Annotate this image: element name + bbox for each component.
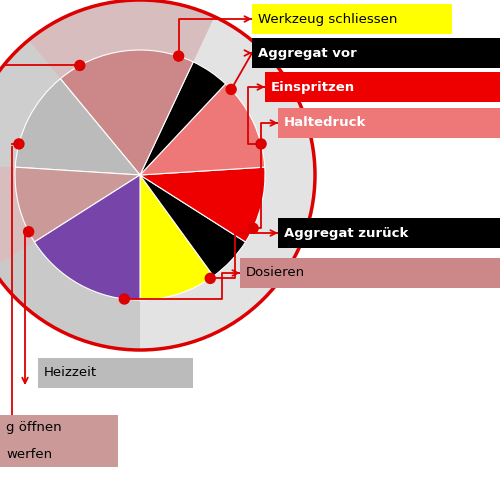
Circle shape [24, 226, 34, 236]
Circle shape [206, 274, 216, 283]
Wedge shape [140, 175, 214, 300]
Wedge shape [0, 40, 88, 170]
Text: g öffnen: g öffnen [6, 422, 62, 434]
FancyBboxPatch shape [265, 72, 500, 102]
FancyBboxPatch shape [0, 415, 118, 467]
Wedge shape [140, 84, 265, 175]
Text: Werkzeug schliessen: Werkzeug schliessen [258, 12, 398, 26]
Circle shape [75, 60, 85, 70]
Circle shape [256, 139, 266, 149]
Text: werfen: werfen [6, 448, 52, 460]
FancyBboxPatch shape [278, 218, 500, 248]
FancyBboxPatch shape [240, 258, 500, 288]
Wedge shape [0, 218, 140, 350]
Circle shape [120, 294, 130, 304]
Circle shape [174, 51, 184, 61]
Circle shape [14, 139, 24, 149]
Circle shape [0, 0, 315, 350]
Circle shape [226, 84, 236, 94]
Wedge shape [140, 175, 246, 276]
Text: Einspritzen: Einspritzen [271, 80, 355, 94]
FancyBboxPatch shape [38, 358, 193, 388]
Text: Dosieren: Dosieren [246, 266, 305, 280]
Wedge shape [34, 175, 140, 300]
Text: Heizzeit: Heizzeit [44, 366, 97, 380]
Wedge shape [15, 167, 140, 242]
Wedge shape [28, 0, 214, 112]
Text: Aggregat zurück: Aggregat zurück [284, 226, 408, 239]
Circle shape [248, 223, 258, 233]
Wedge shape [0, 164, 72, 269]
Text: Haltedruck: Haltedruck [284, 116, 366, 130]
Text: Aggregat vor: Aggregat vor [258, 46, 357, 60]
FancyBboxPatch shape [278, 108, 500, 138]
FancyBboxPatch shape [252, 4, 452, 34]
Wedge shape [60, 50, 193, 175]
Wedge shape [140, 167, 265, 242]
FancyBboxPatch shape [252, 38, 500, 68]
Wedge shape [15, 78, 140, 175]
Wedge shape [140, 62, 226, 175]
